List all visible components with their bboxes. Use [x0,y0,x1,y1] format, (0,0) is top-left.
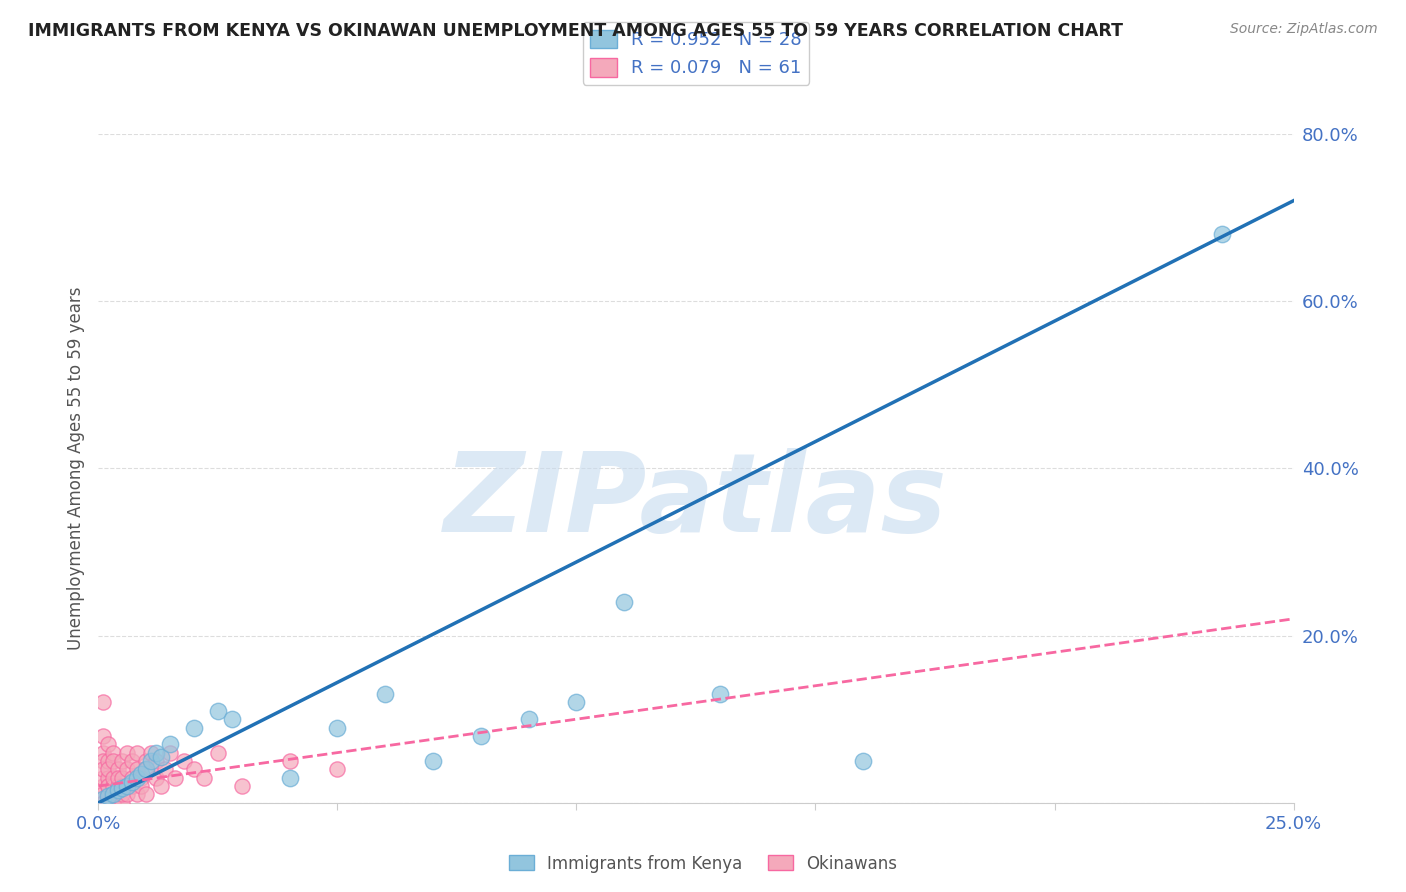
Point [470,729,492,743]
Point [107,762,129,776]
Point [91,771,114,785]
Point [1211,227,1233,241]
Point [91,796,114,810]
Point [278,754,301,768]
Point [111,788,134,802]
Text: Source: ZipAtlas.com: Source: ZipAtlas.com [1230,22,1378,37]
Point [135,762,157,776]
Point [107,779,129,793]
Point [517,712,540,726]
Point [91,788,114,802]
Point [111,796,134,810]
Point [125,746,148,760]
Point [121,775,143,789]
Point [139,746,162,760]
Point [97,779,120,793]
Point [163,771,186,785]
Point [107,788,129,802]
Point [173,754,195,768]
Point [101,754,124,768]
Point [278,771,301,785]
Point [91,696,114,710]
Point [326,762,349,776]
Point [221,712,243,726]
Point [121,754,143,768]
Point [91,746,114,760]
Point [91,762,114,776]
Point [97,779,120,793]
Point [145,771,167,785]
Point [111,779,134,793]
Text: IMMIGRANTS FROM KENYA VS OKINAWAN UNEMPLOYMENT AMONG AGES 55 TO 59 YEARS CORRELA: IMMIGRANTS FROM KENYA VS OKINAWAN UNEMPL… [28,22,1123,40]
Point [565,696,588,710]
Point [97,788,120,802]
Point [125,788,148,802]
Point [115,746,138,760]
Point [91,791,114,805]
Point [135,754,157,768]
Point [107,771,129,785]
Point [121,779,143,793]
Point [121,771,143,785]
Point [852,754,875,768]
Point [207,746,229,760]
Point [613,595,636,609]
Point [91,779,114,793]
Point [101,779,124,793]
Point [125,762,148,776]
Point [97,771,120,785]
Point [374,687,396,701]
Point [97,789,120,803]
Point [145,746,167,760]
Point [193,771,215,785]
Point [231,779,253,793]
Point [91,729,114,743]
Point [101,788,124,802]
Point [131,766,153,780]
Point [97,796,120,810]
Point [145,754,167,768]
Point [115,779,138,793]
Y-axis label: Unemployment Among Ages 55 to 59 years: Unemployment Among Ages 55 to 59 years [66,286,84,650]
Point [115,788,138,802]
Point [111,771,134,785]
Point [422,754,444,768]
Point [97,762,120,776]
Point [135,788,157,802]
Point [155,762,177,776]
Point [131,771,153,785]
Point [131,779,153,793]
Point [125,771,148,785]
Point [115,779,138,793]
Point [159,746,181,760]
Point [111,780,134,795]
Point [207,704,229,718]
Point [101,771,124,785]
Point [97,754,120,768]
Point [709,687,731,701]
Legend: R = 0.952   N = 28, R = 0.079   N = 61: R = 0.952 N = 28, R = 0.079 N = 61 [582,22,810,85]
Point [135,762,157,776]
Point [101,788,124,802]
Point [107,783,129,797]
Point [183,721,205,735]
Point [326,721,349,735]
Point [149,749,172,764]
Point [139,754,162,768]
Point [101,746,124,760]
Point [115,762,138,776]
Point [91,754,114,768]
Point [101,796,124,810]
Text: ZIPatlas: ZIPatlas [444,449,948,555]
Point [183,762,205,776]
Legend: Immigrants from Kenya, Okinawans: Immigrants from Kenya, Okinawans [502,848,904,880]
Point [111,754,134,768]
Point [149,779,172,793]
Point [159,737,181,751]
Point [97,737,120,751]
